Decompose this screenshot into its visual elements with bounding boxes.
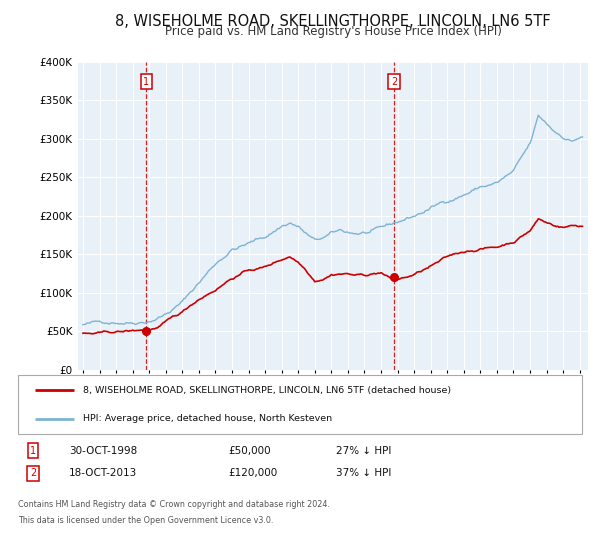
Text: 8, WISEHOLME ROAD, SKELLINGTHORPE, LINCOLN, LN6 5TF (detached house): 8, WISEHOLME ROAD, SKELLINGTHORPE, LINCO… <box>83 386 451 395</box>
Text: £120,000: £120,000 <box>228 468 277 478</box>
Text: 18-OCT-2013: 18-OCT-2013 <box>69 468 137 478</box>
Text: 30-OCT-1998: 30-OCT-1998 <box>69 446 137 456</box>
Text: 1: 1 <box>30 446 36 456</box>
Text: 27% ↓ HPI: 27% ↓ HPI <box>336 446 391 456</box>
Text: Price paid vs. HM Land Registry's House Price Index (HPI): Price paid vs. HM Land Registry's House … <box>164 25 502 38</box>
Text: HPI: Average price, detached house, North Kesteven: HPI: Average price, detached house, Nort… <box>83 414 332 423</box>
FancyBboxPatch shape <box>18 375 582 434</box>
Text: 37% ↓ HPI: 37% ↓ HPI <box>336 468 391 478</box>
Text: This data is licensed under the Open Government Licence v3.0.: This data is licensed under the Open Gov… <box>18 516 274 525</box>
Text: 2: 2 <box>30 468 36 478</box>
Text: £50,000: £50,000 <box>228 446 271 456</box>
Text: Contains HM Land Registry data © Crown copyright and database right 2024.: Contains HM Land Registry data © Crown c… <box>18 500 330 508</box>
Text: 2: 2 <box>391 77 397 87</box>
Text: 1: 1 <box>143 77 149 87</box>
Text: 8, WISEHOLME ROAD, SKELLINGTHORPE, LINCOLN, LN6 5TF: 8, WISEHOLME ROAD, SKELLINGTHORPE, LINCO… <box>115 14 551 29</box>
